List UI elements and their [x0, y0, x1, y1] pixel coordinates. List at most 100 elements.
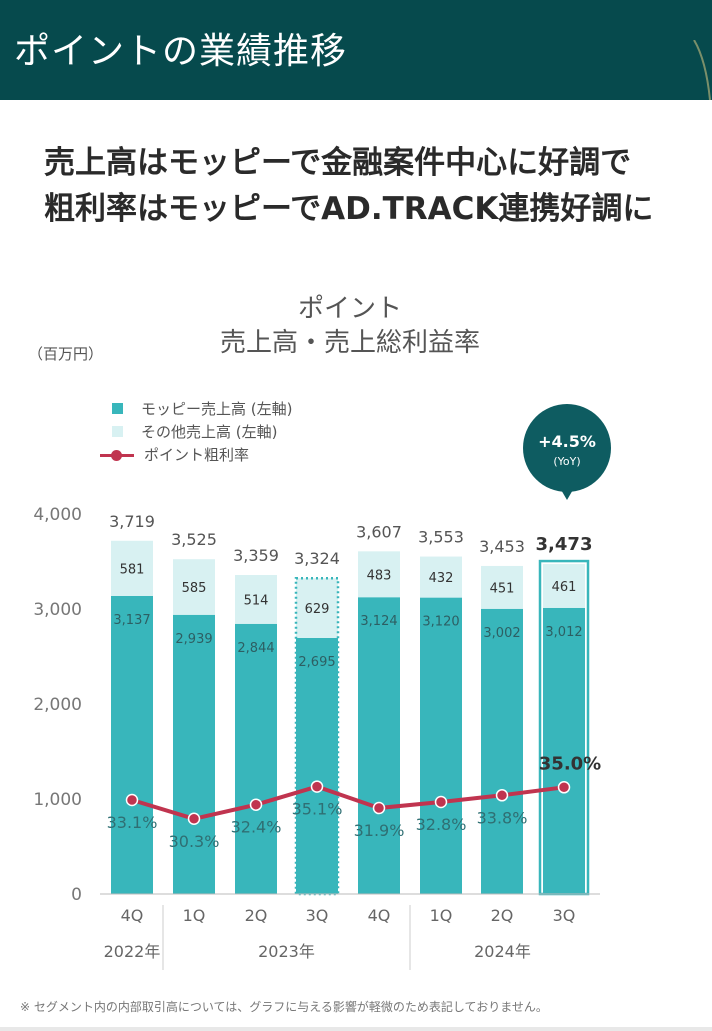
label-moppy: 3,120: [422, 615, 459, 630]
chart-title-line-2: 売上高・売上総利益率: [219, 328, 480, 358]
legend-swatch-moppy: [112, 403, 123, 414]
label-moppy: 2,695: [298, 655, 335, 670]
label-other: 514: [244, 593, 269, 608]
margin-point: [434, 795, 448, 809]
x-tick-label: 4Q: [368, 906, 391, 925]
y-tick-label: 3,000: [33, 600, 82, 620]
x-tick-label: 4Q: [121, 906, 144, 925]
headline-line-1: 売上高はモッピーで金融案件中心に好調で: [44, 145, 632, 181]
margin-label: 32.4%: [231, 818, 282, 837]
yoy-bubble: +4.5% (YoY): [523, 404, 611, 500]
bar-moppy: [420, 597, 462, 894]
bottom-divider: [0, 1027, 712, 1031]
bar-other: [543, 564, 585, 608]
bar-other: [173, 559, 215, 615]
bar-other: [358, 551, 400, 598]
bar-highlight-dotted: [294, 576, 340, 896]
label-total: 3,473: [536, 534, 593, 555]
bar-moppy: [111, 595, 153, 894]
legend-item-margin: ポイント粗利率: [100, 443, 292, 466]
label-other: 451: [490, 581, 515, 596]
label-moppy: 3,124: [360, 614, 397, 629]
footnote: ※ セグメント内の内部取引高については、グラフに与える影響が軽微のため表記してお…: [20, 1000, 548, 1014]
yoy-label: (YoY): [553, 455, 581, 468]
bar-other: [296, 578, 338, 638]
label-other: 483: [367, 568, 392, 583]
margin-label: 33.8%: [477, 808, 528, 827]
label-other: 629: [305, 602, 330, 617]
y-tick-label: 4,000: [33, 505, 82, 525]
x-tick-label: 3Q: [306, 906, 329, 925]
bar-other: [235, 574, 277, 624]
bar-moppy: [296, 637, 338, 894]
legend-swatch-other: [112, 426, 123, 437]
margin-point: [310, 780, 324, 793]
year-label: 2022年: [104, 942, 161, 961]
margin-label: 35.0%: [539, 753, 601, 774]
bar-other: [481, 565, 523, 609]
legend-label-other: その他売上高 (左軸): [141, 423, 278, 441]
bar-moppy: [543, 607, 585, 894]
label-total: 3,525: [171, 530, 217, 549]
margin-line: [131, 784, 565, 821]
y-tick-label: 0: [71, 885, 82, 905]
margin-point: [125, 793, 139, 807]
margin-point: [557, 781, 571, 794]
margin-point: [495, 789, 509, 802]
x-tick-label: 2Q: [491, 906, 514, 925]
label-other: 432: [429, 571, 454, 586]
label-other: 581: [120, 562, 145, 577]
bar-other: [111, 540, 153, 596]
margin-point: [187, 812, 201, 826]
margin-label: 31.9%: [354, 821, 405, 840]
legend-label-moppy: モッピー売上高 (左軸): [141, 400, 293, 418]
x-tick-label: 3Q: [553, 906, 576, 925]
x-tick-label: 2Q: [245, 906, 268, 925]
chart-title-line-1: ポイント: [297, 294, 402, 324]
headline: 売上高はモッピーで金融案件中心に好調で 粗利率はモッピーでAD.TRACK連携好…: [44, 140, 712, 232]
label-total: 3,324: [294, 549, 340, 568]
x-tick-label: 1Q: [183, 906, 206, 925]
label-other: 585: [182, 581, 207, 596]
bar-moppy: [235, 623, 277, 894]
bar-moppy: [173, 614, 215, 894]
label-moppy: 2,939: [175, 632, 212, 647]
legend-item-other: その他売上高 (左軸): [112, 420, 292, 443]
page-header: ポイントの業績推移: [0, 0, 712, 100]
y-tick-label: 2,000: [33, 695, 82, 715]
year-label: 2024年: [474, 942, 531, 961]
margin-point: [372, 801, 386, 815]
label-total: 3,553: [418, 528, 464, 547]
label-total: 3,607: [356, 522, 402, 541]
page-title: ポイントの業績推移: [14, 31, 348, 72]
year-label: 2023年: [258, 942, 315, 961]
y-tick-label: 1,000: [33, 790, 82, 810]
bar-moppy: [358, 597, 400, 894]
legend-swatch-margin: [100, 449, 134, 461]
unit-label: （百万円）: [28, 345, 104, 363]
sales-margin-chart: 0 1,000 2,000 3,000 4,000 3,137 581 3,719 4Q 2,93…: [33, 505, 601, 970]
label-moppy: 3,002: [483, 626, 520, 641]
x-tick-label: 1Q: [430, 906, 453, 925]
leaf-decoration-icon: [693, 40, 711, 100]
bar-moppy: [481, 608, 523, 894]
yoy-value: +4.5%: [538, 432, 596, 451]
margin-label: 33.1%: [107, 813, 158, 832]
legend-item-moppy: モッピー売上高 (左軸): [112, 397, 292, 420]
label-moppy: 2,844: [237, 641, 274, 656]
margin-label: 32.8%: [416, 815, 467, 834]
chart-legend: モッピー売上高 (左軸) その他売上高 (左軸) ポイント粗利率: [100, 397, 292, 466]
margin-label: 35.1%: [292, 800, 343, 819]
margin-label: 30.3%: [169, 832, 220, 851]
headline-line-2: 粗利率はモッピーでAD.TRACK連携好調に: [44, 191, 654, 227]
label-total: 3,359: [233, 546, 279, 565]
legend-label-margin: ポイント粗利率: [144, 446, 250, 464]
label-total: 3,453: [479, 537, 525, 556]
bar-other: [420, 556, 462, 598]
label-other: 461: [552, 580, 577, 595]
label-moppy: 3,012: [545, 625, 582, 640]
label-moppy: 3,137: [113, 613, 150, 628]
margin-point: [249, 798, 263, 811]
label-total: 3,719: [109, 512, 155, 531]
chart-title: ポイント 売上高・売上総利益率: [150, 292, 550, 360]
